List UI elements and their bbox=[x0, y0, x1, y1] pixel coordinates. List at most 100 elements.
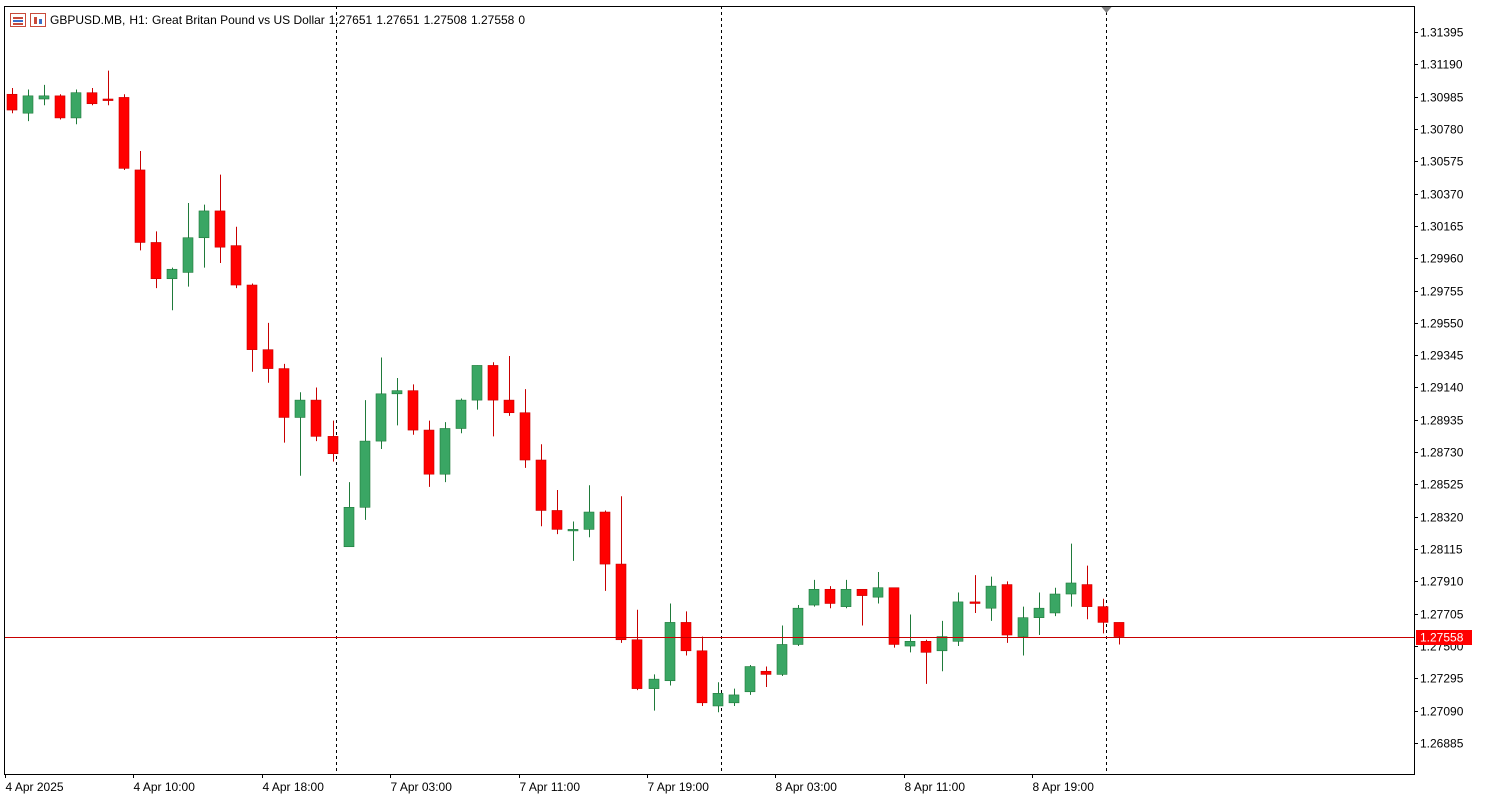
candle bbox=[54, 94, 66, 120]
y-tick-label: 1.29960 bbox=[1420, 252, 1464, 266]
candle bbox=[567, 521, 579, 561]
current-price-label: 1.27558 bbox=[1416, 630, 1472, 645]
y-tick-label: 1.30575 bbox=[1420, 155, 1464, 169]
y-tick-label: 1.29755 bbox=[1420, 285, 1464, 299]
candle bbox=[1113, 622, 1125, 645]
y-tick-label: 1.29345 bbox=[1420, 349, 1464, 363]
x-tick-label: 4 Apr 18:00 bbox=[263, 780, 325, 794]
y-tick-label: 1.27705 bbox=[1420, 608, 1464, 622]
candle bbox=[487, 362, 499, 437]
candle bbox=[471, 365, 483, 410]
candle bbox=[439, 422, 451, 483]
candle bbox=[728, 688, 740, 706]
y-tick-label: 1.27090 bbox=[1420, 705, 1464, 719]
x-tick-label: 8 Apr 11:00 bbox=[905, 780, 966, 794]
candle bbox=[680, 611, 692, 656]
candle-body-bear bbox=[407, 390, 419, 431]
candle-body-bear bbox=[680, 622, 692, 652]
candle bbox=[792, 605, 804, 647]
y-tick-label: 1.30370 bbox=[1420, 188, 1464, 202]
open-value: 1.27651 bbox=[328, 13, 373, 27]
candle-body-bull bbox=[391, 390, 403, 395]
candle-body-bull bbox=[471, 365, 483, 401]
candle bbox=[118, 94, 130, 170]
candle-body-bull bbox=[22, 95, 34, 114]
candle-body-bull bbox=[840, 588, 852, 607]
candle bbox=[182, 203, 194, 287]
y-tick-label: 1.30985 bbox=[1420, 91, 1464, 105]
candle-body-bull bbox=[1065, 582, 1077, 595]
candle bbox=[1017, 606, 1029, 656]
candle-body-bull bbox=[294, 399, 306, 418]
candle-body-bear bbox=[1081, 584, 1093, 607]
candle bbox=[712, 682, 724, 713]
candle-body-bear bbox=[696, 650, 708, 704]
x-tick-label: 7 Apr 19:00 bbox=[648, 780, 710, 794]
y-tick-label: 1.28935 bbox=[1420, 414, 1464, 428]
candle bbox=[455, 398, 467, 434]
candle-body-bull bbox=[744, 666, 756, 693]
candle bbox=[214, 174, 226, 263]
y-tick-label: 1.31190 bbox=[1420, 58, 1463, 72]
x-tick-label: 8 Apr 03:00 bbox=[776, 780, 838, 794]
chart-shift-marker[interactable] bbox=[1101, 7, 1112, 13]
x-tick-label: 4 Apr 10:00 bbox=[134, 780, 196, 794]
candle-body-bear bbox=[969, 601, 981, 604]
candle-body-bear bbox=[599, 511, 611, 565]
candle bbox=[86, 87, 98, 106]
candle-body-bull bbox=[583, 511, 595, 530]
candle-body-bear bbox=[631, 639, 643, 689]
candle bbox=[102, 70, 114, 106]
candle-body-bear bbox=[535, 459, 547, 511]
candle-body-bear bbox=[327, 436, 339, 455]
current-price-value: 1.27558 bbox=[1420, 631, 1464, 645]
plot-frame bbox=[4, 6, 1415, 775]
chart-window-icon[interactable] bbox=[30, 13, 46, 27]
candle bbox=[824, 586, 836, 609]
candle-body-bull bbox=[198, 210, 210, 239]
y-tick-label: 1.28525 bbox=[1420, 478, 1464, 492]
x-tick-label: 7 Apr 11:00 bbox=[520, 780, 581, 794]
timeframe-label: H1: bbox=[129, 13, 149, 27]
candles bbox=[6, 70, 1125, 713]
candle-body-bear bbox=[519, 412, 531, 461]
candle bbox=[278, 363, 290, 443]
candle bbox=[904, 614, 916, 653]
candle bbox=[969, 575, 981, 613]
candle bbox=[22, 89, 34, 122]
candle-body-bear bbox=[856, 588, 868, 596]
trade-list-icon[interactable] bbox=[10, 13, 26, 27]
candle bbox=[936, 620, 948, 672]
candle-body-bull bbox=[792, 607, 804, 645]
candle bbox=[664, 603, 676, 686]
candle-body-bull bbox=[567, 529, 579, 532]
candle bbox=[310, 387, 322, 442]
candle-body-bear bbox=[214, 210, 226, 248]
y-tick-label: 1.30165 bbox=[1420, 220, 1464, 234]
candle bbox=[760, 666, 772, 688]
candle bbox=[985, 576, 997, 621]
candle bbox=[696, 636, 708, 706]
candle bbox=[166, 267, 178, 311]
candle-body-bull bbox=[182, 237, 194, 273]
candle-body-bull bbox=[985, 585, 997, 609]
candle-body-bull bbox=[166, 268, 178, 280]
candle bbox=[599, 510, 611, 591]
period-separators bbox=[336, 6, 1107, 774]
y-tick-label: 1.31395 bbox=[1420, 26, 1464, 40]
candle bbox=[198, 204, 210, 268]
candle-body-bear bbox=[423, 429, 435, 475]
x-tick-label: 8 Apr 19:00 bbox=[1033, 780, 1095, 794]
candle bbox=[391, 378, 403, 426]
candle-body-bull bbox=[455, 399, 467, 429]
candle bbox=[134, 151, 146, 251]
candle bbox=[150, 231, 162, 289]
candle-body-bull bbox=[936, 636, 948, 652]
candle bbox=[551, 489, 563, 535]
candle bbox=[327, 420, 339, 462]
candle bbox=[920, 639, 932, 684]
y-tick-label: 1.27910 bbox=[1420, 575, 1464, 589]
candle-body-bull bbox=[776, 644, 788, 675]
y-tick-label: 1.28115 bbox=[1420, 543, 1463, 557]
